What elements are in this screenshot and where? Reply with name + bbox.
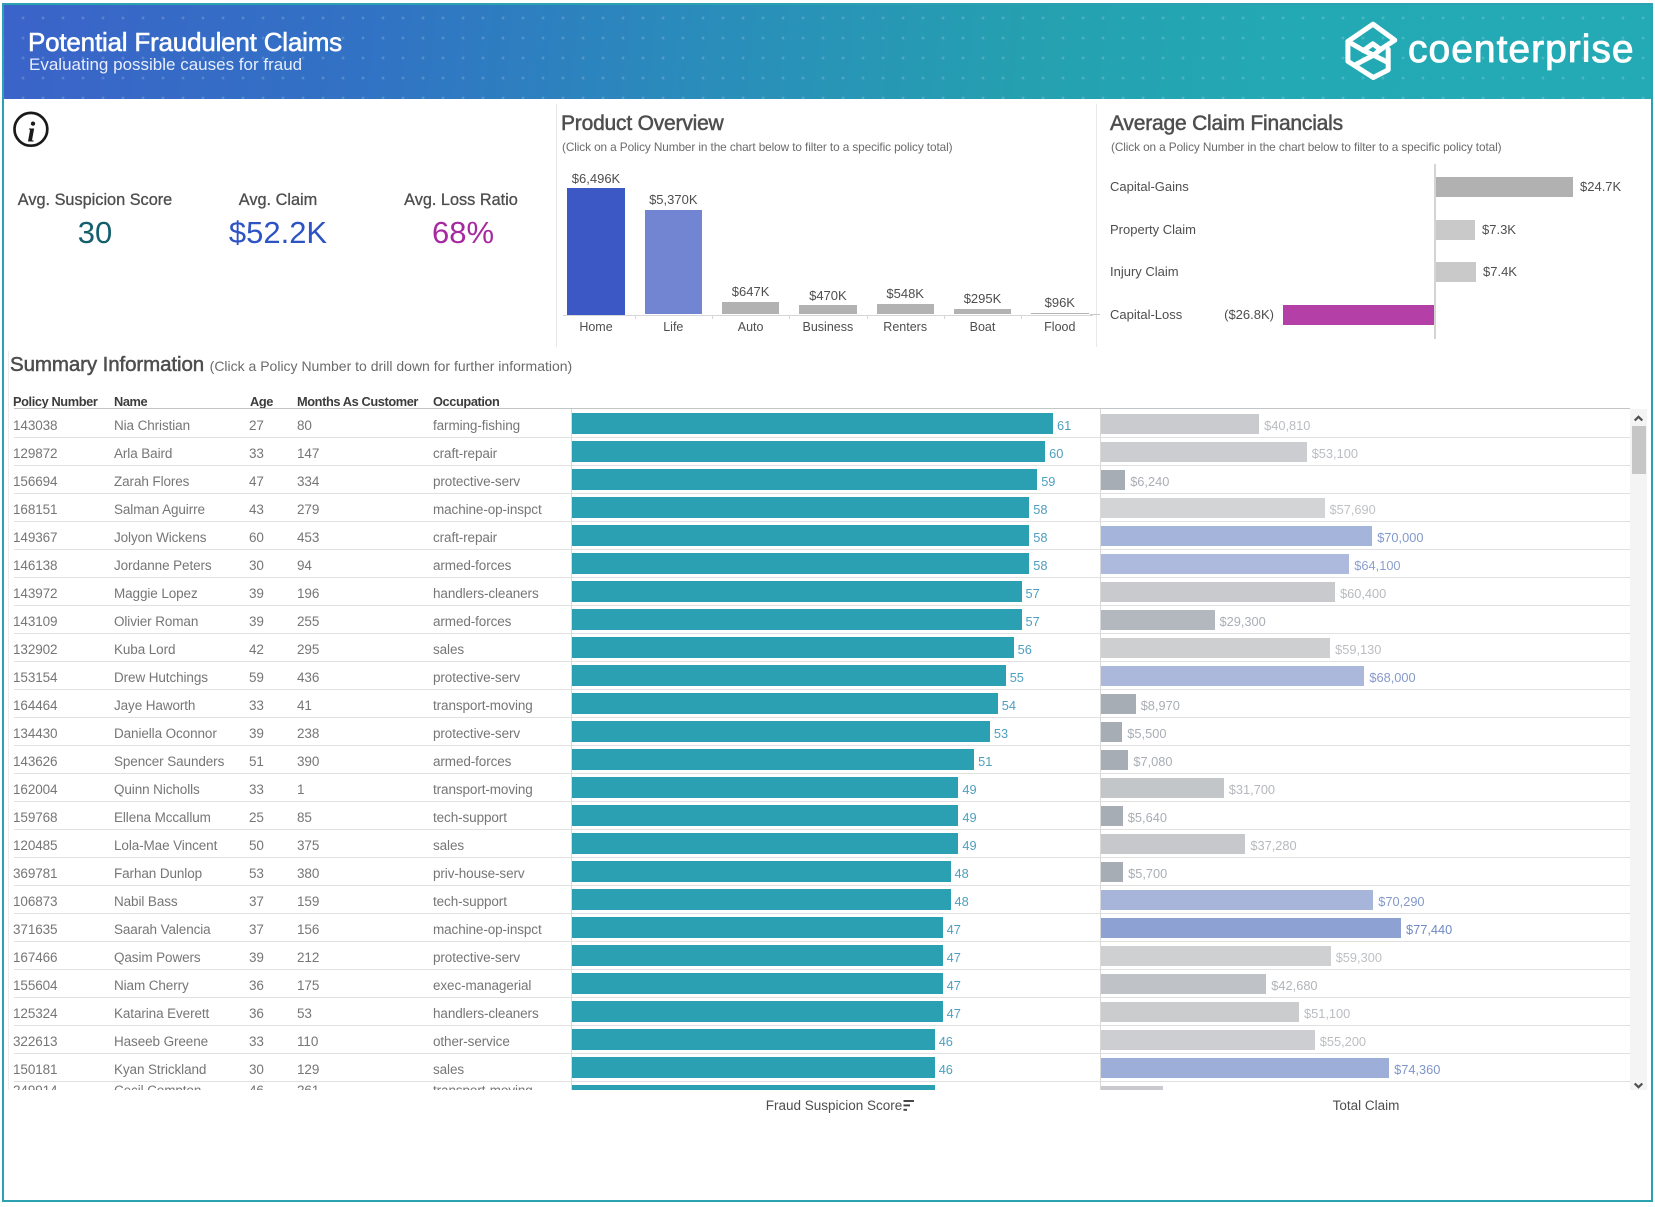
svg-text:i: i — [27, 117, 35, 149]
